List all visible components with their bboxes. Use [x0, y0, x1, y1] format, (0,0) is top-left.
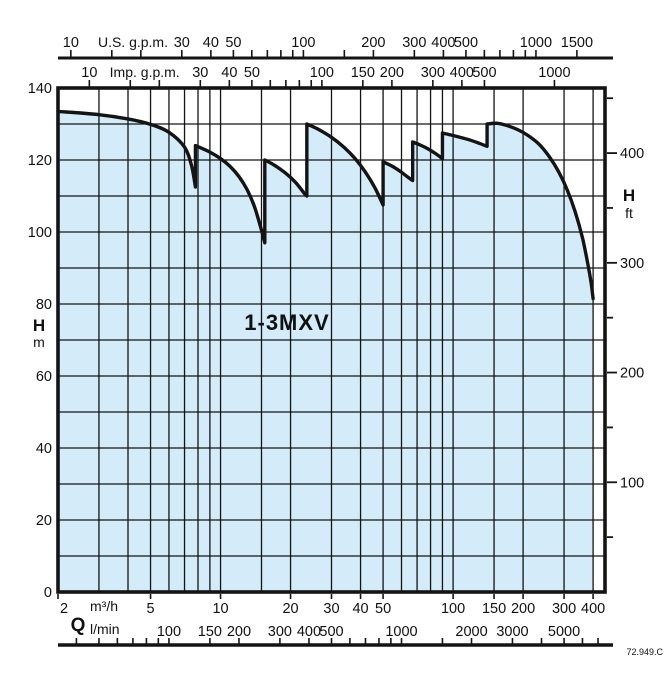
axis-label: l/min [90, 621, 120, 637]
axis-label: Imp. g.p.m. [110, 64, 180, 80]
axis-label: 50 [225, 35, 241, 51]
axis-label: 1000 [538, 65, 570, 81]
axis-label: 3000 [496, 624, 528, 640]
axis-label: 30 [192, 65, 208, 81]
axis-label: 0 [44, 585, 52, 601]
axis-label: 400 [620, 146, 644, 162]
axis-label: 10 [81, 65, 97, 81]
x-axis-m3h: 2 5 10 20 30 40 50 100 150 200 300 400 Qm³/h l/min [57, 594, 605, 637]
y-axis-ft: 100 200 300 400 Hft [607, 97, 644, 539]
axis-label: 200 [380, 65, 404, 81]
axis-label: 5 [147, 601, 155, 617]
axis-label: 1000 [385, 624, 417, 640]
axis-label: ft [625, 205, 633, 221]
axis-label: 200 [511, 601, 535, 617]
axis-label: 40 [36, 441, 52, 457]
axis-label: 5000 [548, 624, 580, 640]
axis-label: 500 [472, 65, 496, 81]
axis-label: 120 [28, 153, 52, 169]
envelope-boundary [56, 109, 595, 301]
y-axis-m: 0 20 40 60 80 100 120 140 Hm [28, 81, 52, 601]
axis-label: 30 [323, 601, 339, 617]
axis-label: 300 [402, 35, 426, 51]
axis-label: 300 [268, 624, 292, 640]
axis-label: 50 [244, 65, 260, 81]
drawing-number-label: 72.949.C [626, 647, 663, 657]
axis-label: 300 [620, 256, 644, 272]
axis-label: 100 [157, 624, 181, 640]
axis-label: 300 [421, 65, 445, 81]
axis-label: 400 [581, 601, 605, 617]
axis-label: 100 [310, 65, 334, 81]
axis-label: 40 [221, 65, 237, 81]
plot-border [56, 86, 607, 594]
axis-label: 500 [454, 35, 478, 51]
axis-label: 200 [620, 366, 644, 382]
axis-label: 80 [36, 297, 52, 313]
axis-label: 500 [319, 624, 343, 640]
axis-label: 100 [620, 475, 644, 491]
axis-label: 40 [203, 35, 219, 51]
axis-label: 200 [361, 35, 385, 51]
axis-label: 100 [291, 35, 315, 51]
axis-label: Q [71, 615, 86, 636]
axis-label: m [33, 334, 45, 350]
axis-label: 40 [352, 601, 368, 617]
axis-label: 30 [174, 35, 190, 51]
axis-label: U.S. g.p.m. [98, 34, 168, 50]
axis-label: 1500 [561, 35, 593, 51]
axis-label: 2 [60, 601, 68, 617]
axis-label: 300 [552, 601, 576, 617]
axis-label: 150 [482, 601, 506, 617]
axis-label: 20 [282, 601, 298, 617]
chart-title: 1-3MXV [244, 310, 330, 335]
axis-label: 60 [36, 369, 52, 385]
axis-label: 20 [36, 513, 52, 529]
axis-label: 140 [28, 81, 52, 97]
axis-label: m³/h [90, 598, 118, 614]
axis-label: 10 [63, 35, 79, 51]
plot-frame [56, 86, 607, 594]
axis-label: 150 [198, 624, 222, 640]
axis-label: 400 [431, 35, 455, 51]
axis-label: 100 [28, 225, 52, 241]
pump-envelope-curve [56, 109, 595, 301]
axis-label: 50 [375, 601, 391, 617]
axis-label: 10 [212, 601, 228, 617]
axis-label: H [623, 186, 635, 205]
axis-label: 200 [227, 624, 251, 640]
axis-label: 100 [441, 601, 465, 617]
axis-label: 150 [351, 65, 375, 81]
axis-label: H [33, 316, 45, 335]
axis-label: 1000 [520, 35, 552, 51]
axis-label: 2000 [455, 624, 487, 640]
axis-label: 400 [450, 65, 474, 81]
axis-label: 400 [297, 624, 321, 640]
